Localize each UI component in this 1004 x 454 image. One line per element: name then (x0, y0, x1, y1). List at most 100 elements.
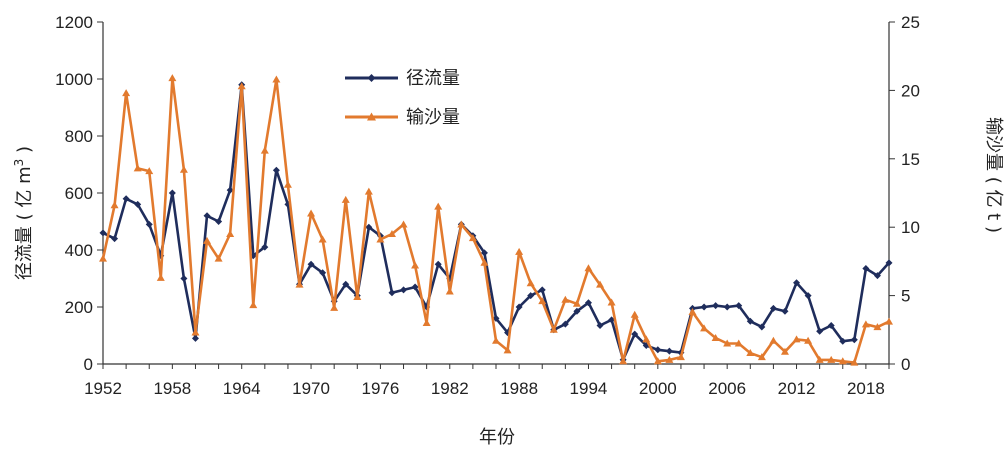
x-tick-label: 1976 (361, 379, 399, 398)
y-axis-right-title: 输沙量 ( 亿 t ) (983, 117, 1004, 233)
data-point-0-1962 (215, 218, 223, 225)
data-point-1-1954 (122, 89, 131, 97)
data-point-1-2013 (804, 336, 813, 344)
data-point-1-1968 (283, 180, 292, 188)
data-point-0-1967 (272, 166, 280, 174)
data-point-0-1958 (168, 189, 176, 197)
data-point-1-2012 (792, 335, 801, 343)
x-tick-label: 1988 (500, 379, 538, 398)
data-point-0-1998 (631, 330, 639, 338)
data-point-1-1985 (480, 258, 489, 266)
y-right-tick-label: 5 (901, 287, 910, 306)
data-point-0-2006 (723, 303, 731, 311)
y-left-tick-label: 1200 (55, 13, 93, 32)
data-point-1-2018 (861, 320, 870, 328)
legend-label-sediment: 输沙量 (406, 107, 460, 128)
legend: 径流量 输沙量 (345, 68, 460, 128)
data-point-0-1955 (134, 200, 142, 208)
data-point-0-1995 (596, 322, 604, 330)
data-point-1-2002 (676, 353, 685, 361)
data-point-1-1990 (538, 297, 547, 305)
data-point-1-1976 (376, 235, 385, 243)
data-point-0-2004 (700, 303, 708, 311)
data-point-0-1970 (307, 260, 315, 268)
data-point-0-2013 (804, 292, 812, 300)
data-point-0-2020 (885, 259, 893, 267)
data-point-1-1999 (642, 335, 651, 343)
data-point-0-1985 (480, 249, 488, 257)
data-point-1-1978 (399, 220, 408, 228)
data-point-1-1965 (249, 301, 258, 309)
data-point-0-2010 (769, 304, 777, 312)
legend-marker-runoff (367, 74, 376, 82)
data-point-1-1960 (191, 328, 200, 336)
y-left-tick-label: 200 (65, 298, 93, 317)
data-point-0-1960 (191, 334, 199, 342)
y-right-tick-label: 15 (901, 150, 920, 169)
data-point-0-1956 (145, 220, 153, 228)
data-point-1-1955 (133, 164, 142, 172)
y-left-tick-label: 1000 (55, 70, 93, 89)
x-tick-label: 2000 (639, 379, 677, 398)
data-point-1-1971 (318, 235, 327, 243)
data-point-1-2010 (769, 336, 778, 344)
data-point-1-1969 (295, 280, 304, 288)
data-point-1-2017 (850, 358, 859, 366)
data-point-0-1992 (561, 320, 569, 328)
y-axis-left-title: 径流量 ( 亿 m3 ) (12, 146, 35, 280)
legend-label-runoff: 径流量 (406, 68, 460, 89)
data-point-1-1974 (353, 292, 362, 300)
data-point-1-1986 (492, 336, 500, 344)
data-point-1-2003 (688, 308, 697, 316)
data-point-1-1996 (607, 298, 616, 306)
data-point-0-2019 (873, 272, 881, 280)
x-tick-label: 1994 (570, 379, 608, 398)
data-point-0-2011 (781, 307, 789, 315)
data-point-0-2012 (793, 279, 801, 287)
data-point-0-1988 (515, 303, 523, 311)
y-left-tick-label: 0 (84, 355, 93, 374)
data-point-1-2016 (838, 357, 847, 365)
data-point-0-1979 (411, 283, 419, 291)
data-point-0-2009 (758, 323, 766, 331)
data-point-1-1953 (110, 201, 119, 209)
data-point-0-2000 (654, 346, 662, 354)
data-point-1-1956 (145, 167, 154, 175)
data-point-1-1957 (156, 273, 165, 281)
data-point-0-1954 (122, 195, 130, 203)
data-point-0-2008 (746, 317, 754, 325)
data-point-0-1966 (261, 243, 269, 251)
data-point-1-2011 (780, 347, 789, 355)
data-point-1-1992 (561, 295, 570, 303)
data-point-0-1994 (584, 299, 592, 307)
data-point-1-1966 (260, 146, 269, 154)
y-left-tick-label: 400 (65, 241, 93, 260)
data-point-1-1989 (526, 279, 535, 287)
data-point-1-1958 (168, 74, 177, 82)
y-right-tick-label: 20 (901, 81, 920, 100)
data-point-1-1970 (307, 209, 316, 217)
legend-marker-sediment (367, 112, 376, 121)
data-point-1-1998 (630, 310, 639, 318)
data-point-0-1978 (400, 286, 408, 294)
axes (97, 21, 895, 369)
data-point-0-1989 (527, 292, 535, 300)
data-point-0-1961 (203, 212, 211, 220)
data-point-1-1952 (99, 254, 107, 262)
data-point-0-2015 (827, 322, 835, 330)
data-point-0-1975 (365, 223, 373, 231)
data-point-0-1993 (573, 307, 581, 315)
y-right-tick-label: 25 (901, 13, 920, 32)
data-point-1-1980 (422, 318, 431, 326)
data-point-1-2014 (815, 355, 824, 363)
data-point-0-1952 (99, 229, 107, 237)
series-layer (99, 74, 893, 366)
data-point-1-2006 (723, 339, 732, 347)
data-point-1-1982 (445, 287, 454, 295)
data-point-0-2007 (735, 302, 743, 310)
data-point-1-1984 (468, 234, 477, 242)
x-tick-label: 2006 (708, 379, 746, 398)
x-tick-label: 1970 (292, 379, 330, 398)
data-point-1-1963 (226, 230, 235, 238)
y-axis-left-title-end: ) (14, 146, 35, 159)
